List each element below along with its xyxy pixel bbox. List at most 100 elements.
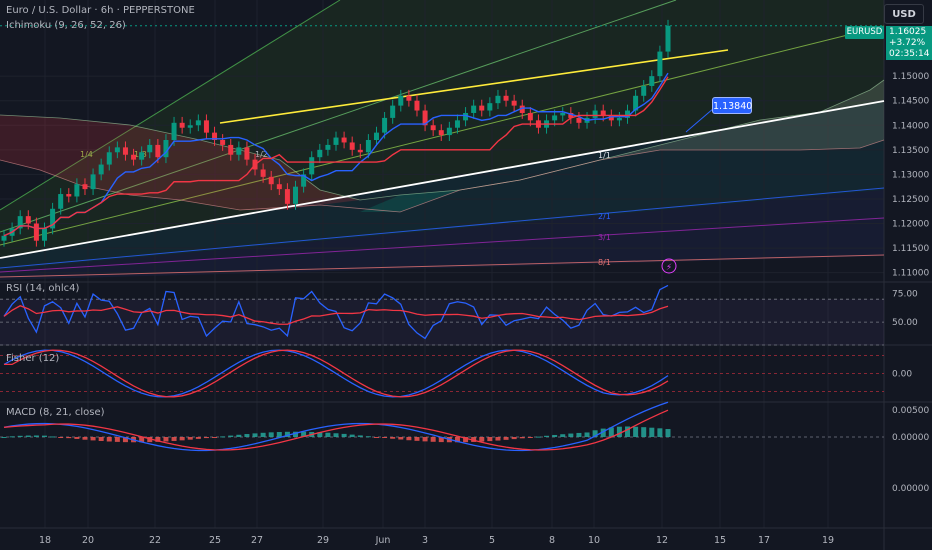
candle-body [58, 194, 64, 209]
time-axis-label: 19 [822, 535, 834, 546]
macd-histogram-bar [58, 437, 64, 438]
macd-histogram-bar [657, 428, 663, 437]
gann-fan-label: 3/1 [598, 233, 611, 242]
price-tick-label: 1.11000 [892, 269, 929, 279]
candle-body [293, 186, 299, 204]
candle-body [616, 117, 622, 121]
candle-body [495, 95, 501, 104]
candle-body [560, 112, 566, 116]
macd-histogram-bar [430, 437, 436, 442]
candle-body [454, 120, 460, 128]
macd-histogram-bar [236, 434, 242, 437]
candle-body [74, 184, 80, 197]
rsi-band [0, 299, 884, 345]
ichimoku-cloud-bull [360, 80, 884, 212]
fisher-label[interactable]: Fisher (12) [6, 353, 60, 364]
price-callout[interactable]: 1.13840 [712, 97, 752, 114]
candle-body [33, 223, 39, 241]
macd-histogram-bar [535, 436, 541, 438]
time-axis-label: Jun [375, 535, 391, 546]
gann-fan-line [0, 254, 885, 278]
candle-body [82, 184, 88, 190]
macd-histogram-bar [365, 436, 371, 438]
candle-body [373, 132, 379, 140]
macd-histogram-bar [665, 429, 671, 437]
candle-body [382, 117, 388, 133]
white-trendline [0, 100, 885, 259]
candle-body [633, 95, 639, 111]
macd-histogram-bar [195, 437, 201, 439]
macd-histogram-bar [616, 426, 622, 437]
macd-histogram-bar [576, 432, 582, 437]
candle-body [471, 105, 477, 113]
candle-body [625, 110, 631, 118]
macd-histogram-bar [50, 436, 56, 438]
time-axis-label: 12 [656, 535, 668, 546]
macd-tick-label: 0.00500 [892, 406, 929, 416]
time-axis-label: 15 [714, 535, 726, 546]
time-axis-label: 29 [317, 535, 329, 546]
macd-histogram-bar [220, 436, 226, 438]
candle-body [398, 95, 404, 106]
macd-histogram-bar [25, 435, 31, 437]
macd-histogram-bar [552, 434, 558, 437]
rsi-label[interactable]: RSI (14, ohlc4) [6, 283, 80, 294]
macd-histogram-bar [406, 437, 412, 441]
macd-histogram-bar [276, 432, 282, 437]
candle-body [203, 120, 209, 133]
candle-body [50, 208, 56, 229]
macd-histogram-bar [649, 427, 655, 437]
candle-body [122, 147, 128, 155]
macd-line [3, 401, 669, 452]
macd-histogram-bar [106, 437, 112, 442]
macd-signal-line [3, 409, 669, 451]
macd-label[interactable]: MACD (8, 21, close) [6, 407, 105, 418]
currency-button[interactable]: USD [884, 4, 924, 24]
gann-fan-line [0, 0, 341, 211]
candle-body [212, 132, 218, 140]
macd-histogram-bar [155, 437, 161, 442]
candle-body [341, 137, 347, 143]
macd-histogram-bar [341, 433, 347, 437]
macd-histogram-bar [268, 432, 274, 437]
macd-histogram-bar [479, 437, 485, 442]
gann-fan-label: 1/4 [80, 150, 93, 159]
candle-body [155, 144, 161, 158]
macd-histogram-bar [203, 437, 209, 439]
macd-histogram-bar [584, 432, 590, 437]
candle-body [511, 100, 517, 106]
macd-tick-label: 0.00000 [892, 433, 929, 443]
macd-histogram-bar [90, 437, 96, 441]
macd-histogram-bar [1, 437, 7, 438]
candle-body [1, 235, 7, 241]
candle-body [608, 115, 614, 121]
macd-histogram-bar [495, 437, 501, 441]
candle-body [284, 189, 290, 204]
candle-body [90, 174, 96, 190]
candle-body [309, 157, 315, 175]
macd-histogram-bar [98, 437, 104, 441]
macd-histogram-bar [187, 437, 193, 440]
ichimoku-label[interactable]: Ichimoku (9, 26, 52, 26) [6, 20, 126, 31]
last-price-badge: 1.16025 +3.72% 02:35:14 [886, 26, 932, 60]
macd-histogram-bar [608, 427, 614, 437]
macd-histogram-bar [625, 426, 631, 437]
fisher-tick-label: 0.00 [892, 370, 912, 380]
chart-title: Euro / U.S. Dollar · 6h · PEPPERSTONE [6, 5, 195, 16]
candle-body [438, 130, 444, 136]
macd-histogram-bar [414, 437, 420, 441]
macd-histogram-bar [422, 437, 428, 442]
macd-histogram-bar [147, 437, 153, 443]
candle-body [365, 140, 371, 153]
macd-histogram-bar [317, 432, 323, 437]
senkou-span-b [0, 139, 885, 213]
macd-histogram-bar [633, 426, 639, 437]
time-axis-label: 17 [758, 535, 770, 546]
macd-histogram-bar [179, 437, 185, 441]
time-axis-label: 18 [39, 535, 51, 546]
time-axis-label: 10 [588, 535, 600, 546]
candle-body [446, 127, 452, 136]
price-change: +3.72% [889, 38, 926, 48]
macd-histogram-bar [122, 437, 128, 443]
